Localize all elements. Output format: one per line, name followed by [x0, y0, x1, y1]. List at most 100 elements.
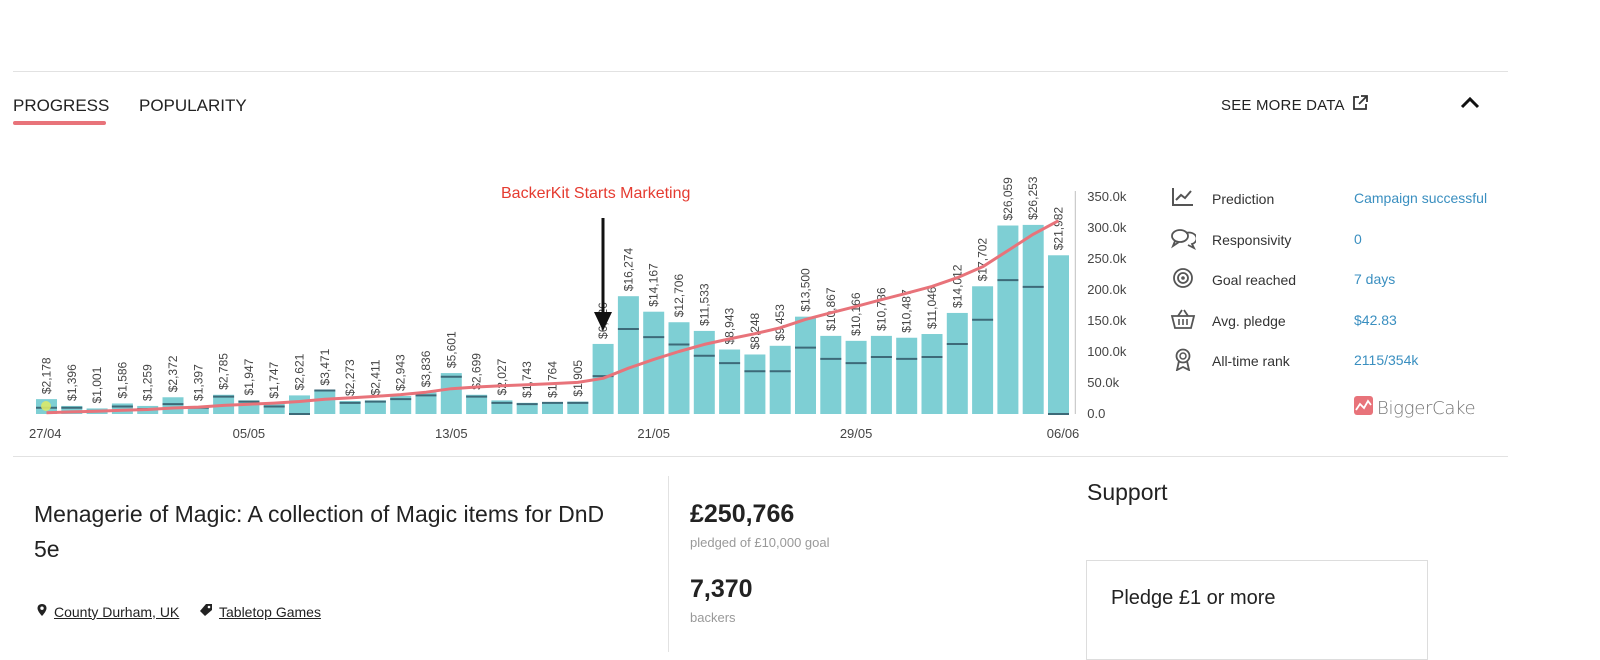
- bar-value-label: $2,411: [368, 359, 382, 395]
- stat-value: 2115/354k: [1354, 352, 1419, 368]
- bar: [845, 340, 867, 414]
- bar-value-label: $2,178: [40, 357, 54, 394]
- target-icon: [1170, 266, 1196, 290]
- bar-value-label: $3,836: [419, 350, 433, 387]
- y-tick-label: 150.0k: [1087, 313, 1127, 328]
- cumulative-line: [46, 219, 1060, 415]
- chart-bottom-divider: [13, 456, 1508, 457]
- bar-value-label: $8,248: [748, 312, 762, 349]
- stat-value: Campaign successful: [1354, 190, 1488, 206]
- y-tick-label: 0.0: [1087, 406, 1105, 421]
- bar-value-label: $12,706: [672, 274, 686, 318]
- bar: [769, 345, 791, 414]
- stat-all-time-rank: All-time rank 2115/354k: [1170, 347, 1510, 375]
- bar-value-label: $2,699: [470, 353, 484, 390]
- bar: [542, 402, 563, 414]
- stat-prediction: Prediction Campaign successful: [1170, 185, 1510, 213]
- bar: [364, 400, 386, 414]
- bar-value-label: $2,943: [394, 354, 408, 391]
- project-location[interactable]: County Durham, UK: [36, 603, 179, 620]
- stat-value: $42.83: [1354, 312, 1397, 328]
- bar-value-label: $5,601: [444, 331, 458, 368]
- bar: [972, 286, 994, 414]
- pledged-goal-text: pledged of £10,000 goal: [690, 535, 830, 550]
- bar-value-label: $11,533: [697, 283, 711, 326]
- x-tick-label: 05/05: [233, 426, 266, 441]
- bar-value-label: $10,867: [824, 287, 838, 331]
- location-link[interactable]: County Durham, UK: [54, 603, 180, 620]
- tab-popularity[interactable]: POPULARITY: [139, 96, 247, 115]
- stat-responsivity: Responsivity 0: [1170, 226, 1510, 254]
- pledged-amount: £250,766: [690, 500, 795, 528]
- bar-value-label: $13,500: [799, 268, 813, 312]
- bar: [162, 397, 184, 414]
- bar: [516, 402, 538, 414]
- bar: [870, 335, 892, 414]
- stat-goal-reached: Goal reached 7 days: [1170, 266, 1510, 294]
- bar-value-label: $1,001: [90, 366, 104, 403]
- bar-value-label: $14,012: [950, 264, 964, 308]
- see-more-data-link[interactable]: SEE MORE DATA: [1221, 93, 1370, 117]
- bar-value-label: $2,273: [343, 359, 357, 396]
- bar-value-label: $26,059: [1001, 177, 1015, 221]
- bar: [390, 396, 412, 414]
- bar-value-label: $8,943: [723, 307, 737, 344]
- column-divider: [668, 476, 669, 652]
- support-heading: Support: [1087, 479, 1168, 505]
- y-tick-label: 50.0k: [1087, 375, 1119, 390]
- bar: [668, 322, 690, 414]
- chart-annotation: BackerKit Starts Marketing: [501, 185, 691, 202]
- stat-label: All-time rank: [1212, 353, 1290, 369]
- bar-value-label: $10,166: [849, 292, 863, 336]
- bar-value-label: $14,167: [647, 263, 661, 307]
- y-tick-label: 300.0k: [1087, 220, 1127, 235]
- pledge-reward-title: Pledge £1 or more: [1111, 587, 1276, 609]
- see-more-data-label: SEE MORE DATA: [1221, 96, 1345, 114]
- bar: [187, 405, 209, 414]
- bar-value-label: $2,621: [293, 353, 307, 390]
- stat-value: 7 days: [1354, 271, 1396, 287]
- active-tab-indicator: [13, 121, 106, 125]
- bar: [466, 394, 488, 414]
- bar: [921, 334, 943, 414]
- external-link-icon: [1350, 93, 1370, 117]
- bar-value-label: $26,253: [1026, 176, 1040, 220]
- bar-value-label: $3,471: [318, 348, 332, 385]
- bar: [314, 390, 336, 414]
- x-tick-label: 21/05: [637, 426, 670, 441]
- collapse-chevron-up-icon[interactable]: [1458, 92, 1482, 112]
- y-tick-label: 100.0k: [1087, 344, 1127, 359]
- y-tick-label: 250.0k: [1087, 251, 1127, 266]
- bar-value-label: $11,046: [925, 286, 939, 329]
- bar-value-label: $10,786: [874, 287, 888, 331]
- location-pin-icon: [36, 603, 48, 620]
- bar-value-label: $1,764: [546, 361, 560, 398]
- bar-value-label: $2,027: [495, 358, 509, 395]
- bar: [289, 395, 310, 414]
- tab-progress[interactable]: PROGRESS: [13, 96, 110, 115]
- bar: [719, 349, 741, 414]
- y-tick-label: 350.0k: [1087, 189, 1127, 204]
- hover-dot: [41, 401, 51, 411]
- pledge-reward-card[interactable]: Pledge £1 or more: [1086, 560, 1428, 660]
- stat-label: Prediction: [1212, 191, 1275, 207]
- tag-icon: [199, 603, 213, 620]
- project-category[interactable]: Tabletop Games: [199, 603, 321, 620]
- stat-label: Avg. pledge: [1212, 313, 1286, 329]
- bar-value-label: $16,274: [621, 247, 635, 291]
- basket-icon: [1170, 307, 1196, 331]
- bar-value-label: $2,372: [166, 355, 180, 392]
- bar-value-label: $1,905: [571, 360, 585, 397]
- bar-value-label: $1,947: [242, 358, 256, 395]
- bar-value-label: $10,487: [900, 289, 914, 333]
- bar: [896, 337, 918, 414]
- annotation-arrow-head: [594, 312, 612, 331]
- bar-value-label: $2,785: [217, 353, 231, 390]
- bar: [567, 401, 589, 414]
- bar-value-label: $1,743: [520, 361, 534, 398]
- category-link[interactable]: Tabletop Games: [219, 603, 321, 620]
- bar-value-label: $1,586: [115, 361, 129, 398]
- bar-value-label: $17,702: [976, 238, 990, 282]
- bar: [339, 400, 361, 414]
- brand-name: BiggerCake: [1377, 397, 1476, 419]
